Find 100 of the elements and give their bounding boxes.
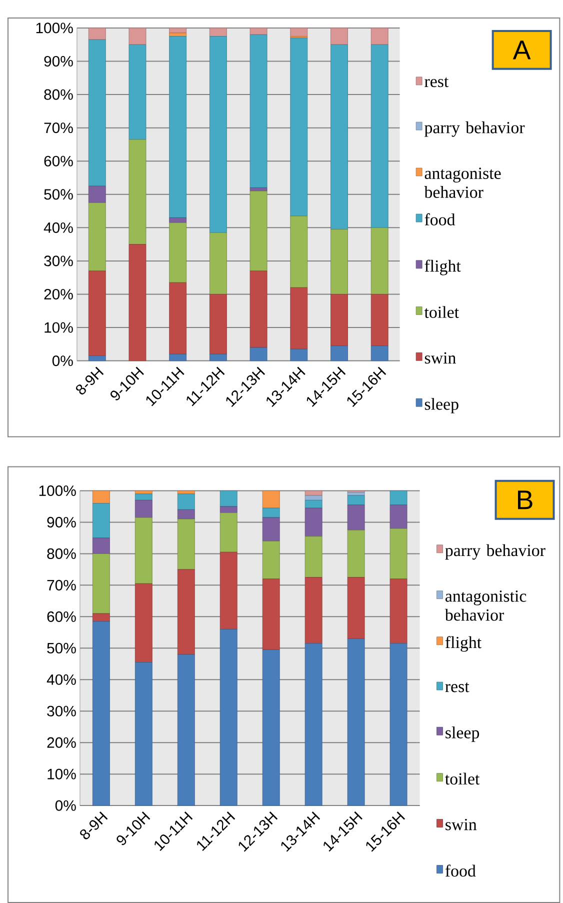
bar xyxy=(210,354,228,361)
bar xyxy=(169,354,187,361)
bar xyxy=(169,217,187,223)
legend-label: flight xyxy=(424,260,461,276)
bar xyxy=(135,500,153,518)
bar xyxy=(135,583,153,663)
y-tick-label: 0% xyxy=(56,800,76,811)
bar xyxy=(305,643,322,806)
legend-label: swin xyxy=(425,352,456,364)
bar xyxy=(262,540,280,580)
bar xyxy=(348,638,365,806)
legend-label: parry behavior xyxy=(424,121,525,137)
bar xyxy=(88,202,106,272)
legend-label: antagonistic behavior xyxy=(445,590,526,621)
legend-label: sleep xyxy=(446,726,480,742)
legend-label: toilet xyxy=(445,772,480,785)
bar xyxy=(262,578,280,650)
y-tick-label: 100% xyxy=(36,22,74,34)
bar xyxy=(128,44,146,140)
bar xyxy=(169,32,187,36)
bar xyxy=(371,28,388,45)
bar xyxy=(92,621,110,806)
legend-label: flight xyxy=(446,636,482,652)
y-tick-label: 50% xyxy=(44,189,74,200)
y-tick-label: 50% xyxy=(47,642,76,654)
bar xyxy=(348,504,365,530)
y-tick-label: 60% xyxy=(47,611,76,622)
y-tick-label: 40% xyxy=(44,222,74,233)
text: B xyxy=(518,490,532,510)
bar xyxy=(210,232,228,294)
y-tick-label: 60% xyxy=(44,156,74,166)
bar xyxy=(220,552,238,630)
bar xyxy=(220,490,238,507)
legend-label: toilet xyxy=(424,306,460,318)
y-tick-label: 10% xyxy=(44,322,74,333)
y-tick-label: 80% xyxy=(44,89,74,100)
legend-label: antagoniste behavior xyxy=(424,168,501,198)
bar xyxy=(390,504,408,529)
y-tick-label: 70% xyxy=(47,580,76,590)
legend-label: food xyxy=(446,864,476,877)
bar xyxy=(390,490,408,506)
bar xyxy=(250,190,268,272)
bar xyxy=(88,39,106,186)
bar xyxy=(330,28,348,45)
y-tick-label: 30% xyxy=(44,256,74,266)
y-tick-label: 90% xyxy=(44,56,74,67)
bar xyxy=(250,28,268,35)
legend-label: sleep xyxy=(425,398,459,414)
bar xyxy=(178,518,195,570)
bar xyxy=(92,553,110,614)
bar xyxy=(290,348,308,361)
bar xyxy=(348,495,365,506)
y-tick-label: 20% xyxy=(44,288,74,300)
bar xyxy=(330,44,348,230)
bar xyxy=(135,494,153,500)
bar xyxy=(305,508,322,537)
bar xyxy=(178,569,195,655)
bar xyxy=(250,34,268,188)
bar xyxy=(390,528,408,580)
bar xyxy=(88,356,106,361)
bar xyxy=(262,517,280,542)
bar xyxy=(262,490,280,508)
bar xyxy=(88,270,106,356)
bar xyxy=(169,222,187,283)
bar xyxy=(88,186,106,203)
bar xyxy=(262,650,280,806)
legend-label: swin xyxy=(446,818,477,830)
bar xyxy=(220,629,238,806)
legend-label: rest xyxy=(424,77,449,88)
bar xyxy=(250,347,268,361)
text: A xyxy=(513,40,531,60)
bar xyxy=(169,36,187,218)
y-tick-label: 80% xyxy=(47,548,76,559)
y-tick-label: 0% xyxy=(52,356,74,366)
bar xyxy=(128,244,146,361)
y-tick-label: 100% xyxy=(40,485,76,496)
bar xyxy=(92,490,110,504)
y-tick-label: 30% xyxy=(47,706,76,716)
bar xyxy=(290,38,308,216)
bar xyxy=(348,577,365,639)
bar xyxy=(348,530,365,578)
legend-label: parry behavior xyxy=(445,544,546,560)
bar xyxy=(135,662,153,806)
y-tick-label: 20% xyxy=(47,737,76,748)
bar xyxy=(92,538,110,554)
y-tick-label: 90% xyxy=(47,516,76,528)
bar xyxy=(92,613,110,622)
bar xyxy=(169,28,187,34)
bar xyxy=(220,512,238,552)
bar xyxy=(290,287,308,350)
bar xyxy=(290,216,308,288)
bar xyxy=(135,517,153,584)
bar xyxy=(371,44,388,228)
bar xyxy=(88,28,106,40)
bar xyxy=(290,28,308,36)
bar xyxy=(390,643,408,806)
bar xyxy=(305,536,322,578)
bar xyxy=(128,28,146,45)
y-tick-label: 70% xyxy=(44,122,74,134)
bar xyxy=(178,509,195,520)
